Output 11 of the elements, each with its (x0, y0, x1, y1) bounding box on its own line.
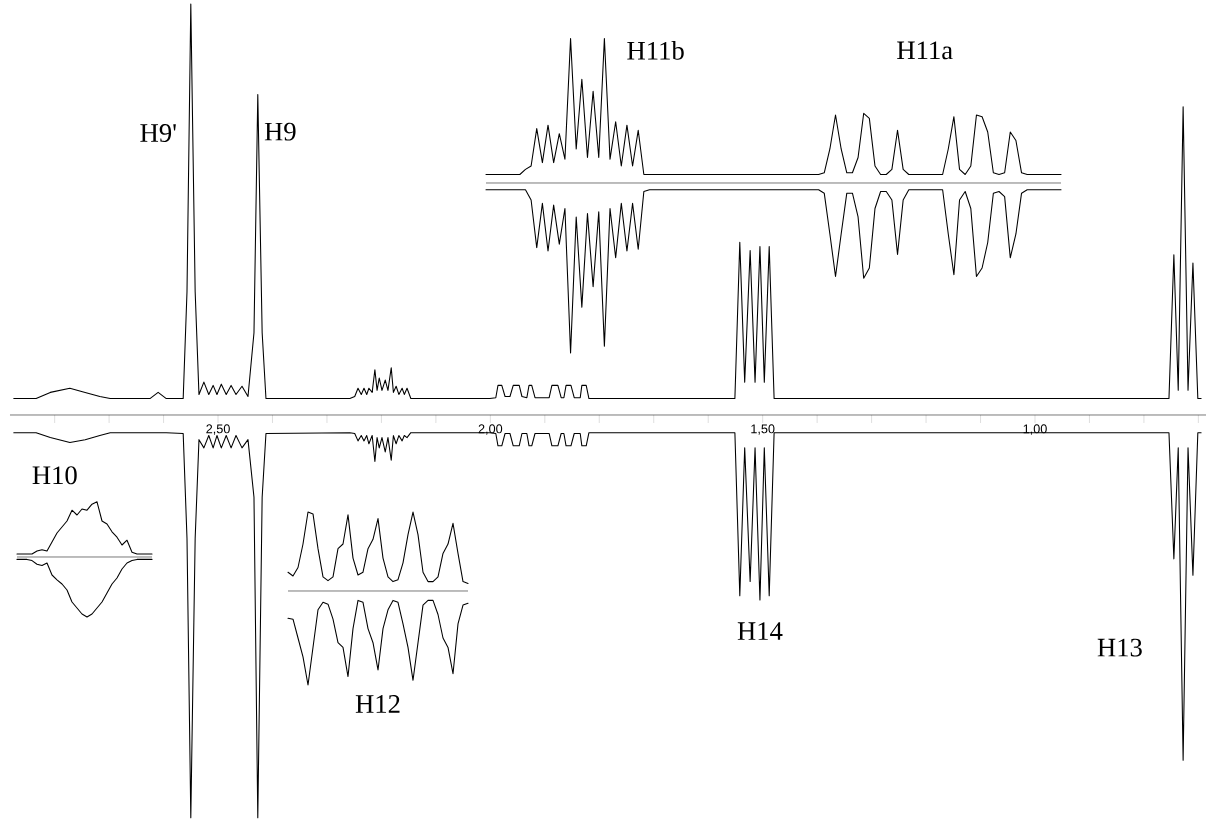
annotation: H14 (737, 622, 783, 640)
annotation: H13 (1097, 638, 1142, 657)
x-tick-label: 1,50 (751, 424, 775, 435)
annotation: H9' (140, 124, 176, 142)
x-tick-label: 2,50 (206, 424, 230, 435)
annotation: H11a (897, 41, 953, 60)
annotation: H11b (627, 41, 684, 60)
x-tick-label: 2,00 (478, 424, 503, 435)
x-axis-title: H12 (355, 695, 400, 713)
chart-title: H10 (32, 466, 77, 485)
annotation: H9 (264, 122, 296, 141)
